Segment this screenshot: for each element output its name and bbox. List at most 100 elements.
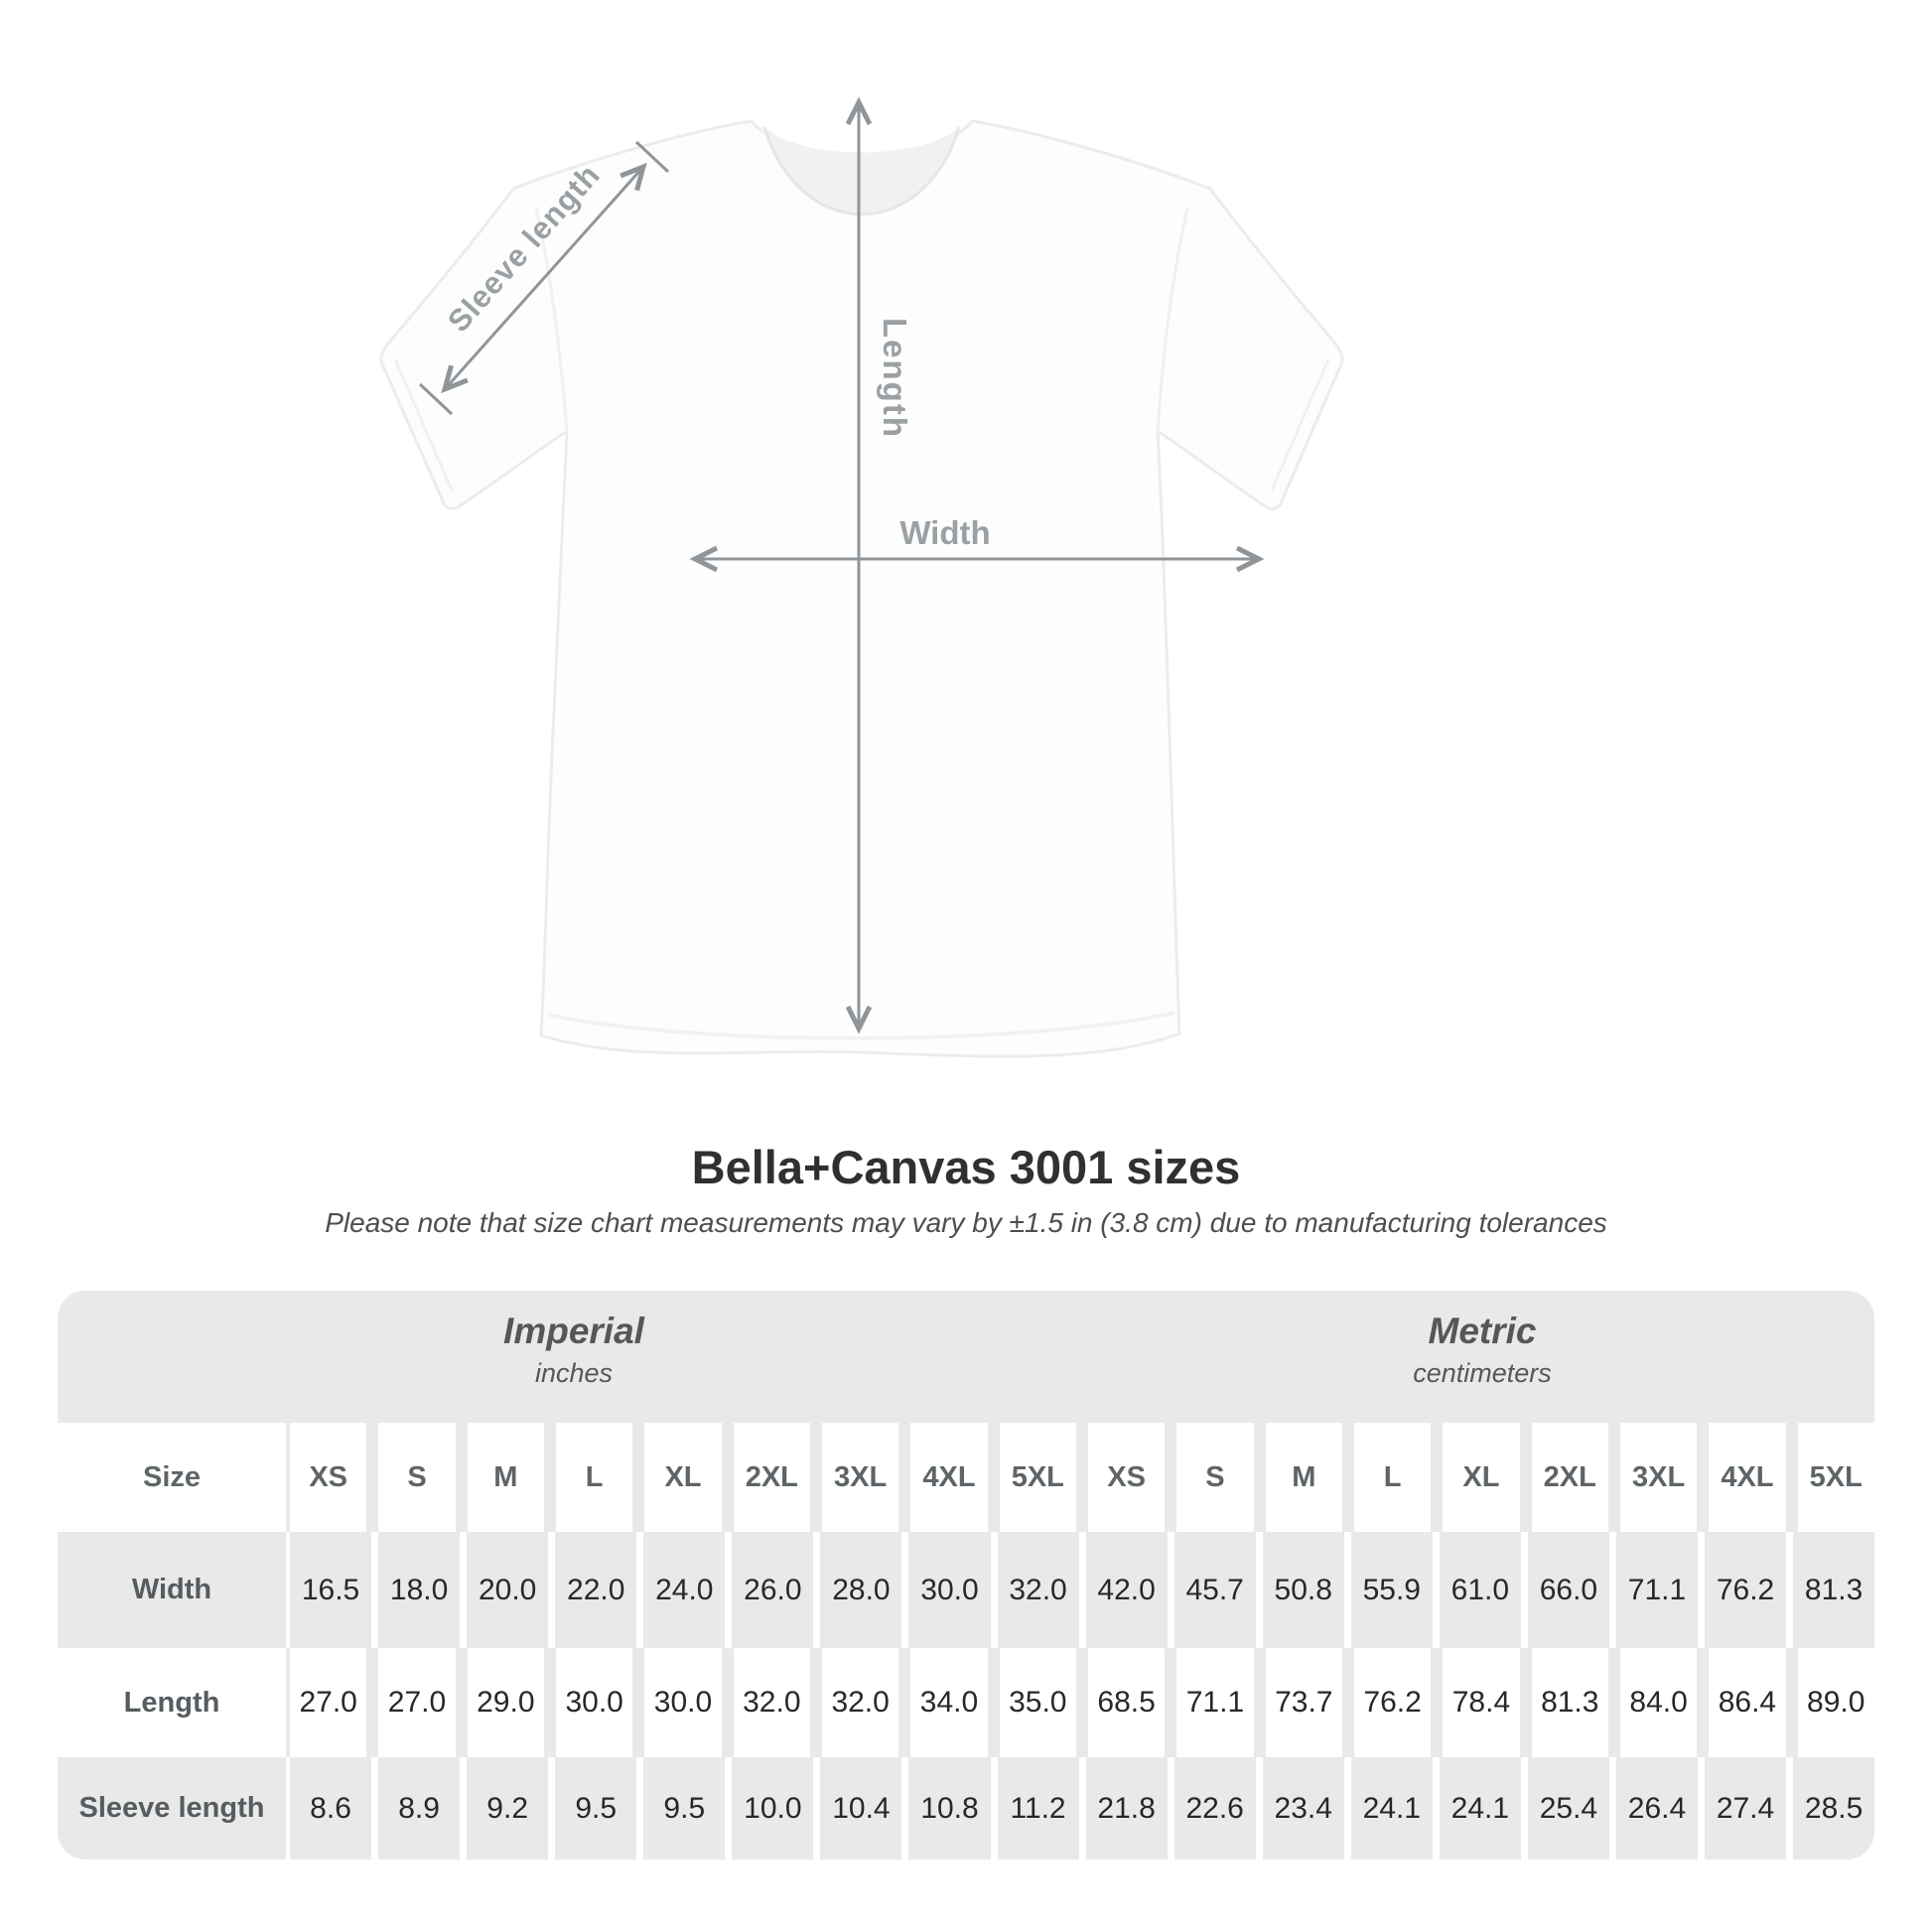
row-label-sleeve-length: Sleeve length — [78, 1792, 265, 1824]
table-header-row: Size XS S M L XL 2XL 3XL 4XL 5XL XS S M L XL 2XL 3XL 4XL 5… — [58, 1423, 1874, 1532]
value-cell: 24.1 — [1432, 1757, 1521, 1860]
size-header-imperial-3xl: 3XL — [809, 1423, 899, 1532]
width-label: Width — [899, 514, 991, 551]
value-cell: 16.5 — [286, 1532, 371, 1648]
value-cell: 81.3 — [1519, 1648, 1608, 1757]
value-cell: 8.6 — [286, 1757, 371, 1860]
value-cell: 61.0 — [1432, 1532, 1521, 1648]
value-cell: 71.1 — [1608, 1532, 1698, 1648]
size-header-imperial-2xl: 2XL — [721, 1423, 810, 1532]
value-cell: 45.7 — [1167, 1532, 1256, 1648]
table-row-length: Length 27.0 27.0 29.0 30.0 30.0 32.0 32.0 34.0 35… — [58, 1648, 1874, 1757]
value-cell: 73.7 — [1253, 1648, 1342, 1757]
value-cell: 27.0 — [366, 1648, 456, 1757]
metric-group-header: Metric centimeters — [1090, 1309, 1874, 1393]
value-cell: 22.0 — [548, 1532, 636, 1648]
imperial-group-unit: inches — [534, 1358, 614, 1389]
tshirt-illustration — [379, 0, 1344, 1058]
value-cell: 28.5 — [1786, 1757, 1874, 1860]
value-cell: 55.9 — [1343, 1532, 1433, 1648]
size-header-imperial-s: S — [366, 1423, 456, 1532]
row-label-length: Length — [58, 1648, 286, 1757]
value-cell: 8.9 — [371, 1757, 460, 1860]
size-header-metric-m: M — [1253, 1423, 1342, 1532]
value-cell: 35.0 — [987, 1648, 1076, 1757]
size-header-metric-5xl: 5XL — [1785, 1423, 1874, 1532]
value-cell: 10.4 — [813, 1757, 901, 1860]
value-cell: 30.0 — [901, 1532, 990, 1648]
size-table-rows: Size XS S M L XL 2XL 3XL 4XL 5XL XS S M L XL 2XL 3XL 4XL 5… — [58, 1423, 1874, 1860]
imperial-group-title: Imperial — [503, 1311, 644, 1351]
value-cell: 81.3 — [1786, 1532, 1874, 1648]
value-cell: 76.2 — [1341, 1648, 1432, 1757]
value-cell: 20.0 — [460, 1532, 548, 1648]
tolerance-note: Please note that size chart measurements… — [325, 1207, 1607, 1238]
value-cell: 32.0 — [990, 1532, 1079, 1648]
value-cell: 50.8 — [1255, 1532, 1344, 1648]
size-header-metric-3xl: 3XL — [1607, 1423, 1698, 1532]
value-cell: 42.0 — [1078, 1532, 1168, 1648]
value-cell: 28.0 — [813, 1532, 901, 1648]
sleeve-length-arrow — [445, 167, 643, 389]
value-cell: 29.0 — [455, 1648, 544, 1757]
sleeve-arrow-tick-top — [634, 140, 670, 174]
value-cell: 21.8 — [1078, 1757, 1168, 1860]
imperial-group-header: Imperial inches — [58, 1309, 1090, 1393]
length-label: Length — [877, 318, 913, 439]
value-cell: 18.0 — [371, 1532, 460, 1648]
size-header-imperial-m: M — [455, 1423, 544, 1532]
value-cell: 30.0 — [632, 1648, 722, 1757]
unit-group-band: Imperial inches Metric centimeters — [58, 1291, 1874, 1423]
size-header-metric-xs: XS — [1075, 1423, 1166, 1532]
value-cell: 11.2 — [990, 1757, 1079, 1860]
sleeve-arrow-tick-bottom — [418, 382, 454, 416]
size-header-imperial-5xl: 5XL — [987, 1423, 1076, 1532]
size-header-metric-4xl: 4XL — [1697, 1423, 1786, 1532]
value-cell: 10.0 — [725, 1757, 813, 1860]
value-cell: 10.8 — [901, 1757, 990, 1860]
value-cell: 86.4 — [1697, 1648, 1786, 1757]
value-cell: 66.0 — [1520, 1532, 1609, 1648]
table-row-width: Width 16.5 18.0 20.0 22.0 24.0 26.0 28.0 30.0 32.… — [58, 1532, 1874, 1648]
size-header-metric-l: L — [1341, 1423, 1432, 1532]
value-cell: 27.4 — [1698, 1757, 1786, 1860]
value-cell: 84.0 — [1607, 1648, 1698, 1757]
measurement-arrows — [418, 102, 1259, 1029]
value-cell: 26.4 — [1608, 1757, 1698, 1860]
value-cell: 9.2 — [460, 1757, 548, 1860]
size-header-metric-2xl: 2XL — [1519, 1423, 1608, 1532]
value-cell: 76.2 — [1698, 1532, 1786, 1648]
size-header-imperial-4xl: 4XL — [898, 1423, 988, 1532]
value-cell: 23.4 — [1255, 1757, 1344, 1860]
size-header-metric-s: S — [1165, 1423, 1254, 1532]
size-corner-header: Size — [58, 1423, 286, 1532]
size-header-imperial-xl: XL — [632, 1423, 722, 1532]
value-cell: 26.0 — [725, 1532, 813, 1648]
tshirt-measurement-diagram: Sleeve length Length Width — [379, 0, 1344, 1058]
value-cell: 71.1 — [1165, 1648, 1254, 1757]
value-cell: 22.6 — [1167, 1757, 1256, 1860]
size-table: Imperial inches Metric centimeters Size X… — [58, 1291, 1874, 1860]
value-cell: 89.0 — [1785, 1648, 1874, 1757]
value-cell: 30.0 — [543, 1648, 633, 1757]
value-cell: 9.5 — [636, 1757, 725, 1860]
value-cell: 78.4 — [1431, 1648, 1520, 1757]
value-cell: 25.4 — [1520, 1757, 1609, 1860]
value-cell: 9.5 — [548, 1757, 636, 1860]
row-label-width: Width — [131, 1574, 212, 1605]
metric-group-unit: centimeters — [1413, 1358, 1552, 1389]
value-cell: 32.0 — [721, 1648, 810, 1757]
page-title: Bella+Canvas 3001 sizes — [691, 1141, 1241, 1193]
table-row-sleeve-length: Sleeve length 8.6 8.9 9.2 9.5 9.5 10.0 10.4 10.8… — [58, 1757, 1874, 1860]
value-cell: 68.5 — [1075, 1648, 1166, 1757]
metric-group-title: Metric — [1428, 1311, 1537, 1351]
value-cell: 32.0 — [809, 1648, 899, 1757]
value-cell: 27.0 — [286, 1648, 367, 1757]
size-header-imperial-xs: XS — [286, 1423, 367, 1532]
size-header-imperial-l: L — [543, 1423, 633, 1532]
value-cell: 24.1 — [1343, 1757, 1433, 1860]
value-cell: 34.0 — [898, 1648, 988, 1757]
size-header-metric-xl: XL — [1431, 1423, 1520, 1532]
value-cell: 24.0 — [636, 1532, 725, 1648]
